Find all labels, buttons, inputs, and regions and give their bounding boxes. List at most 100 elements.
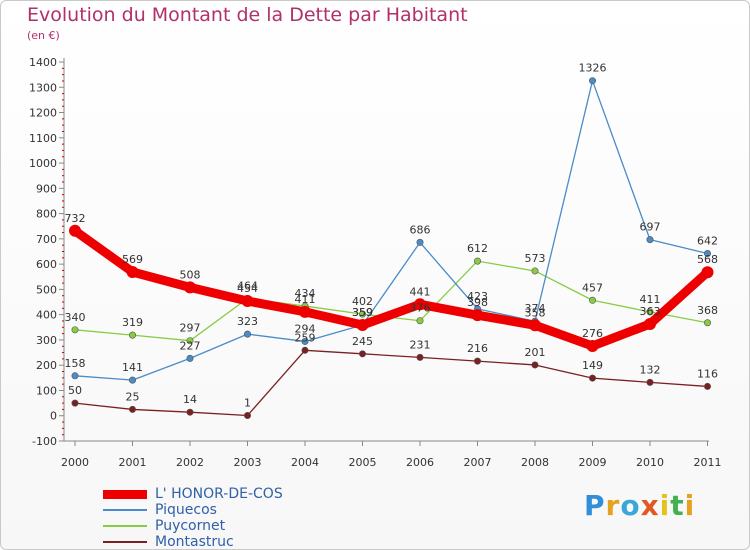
- data-point: [414, 298, 426, 311]
- data-label: 457: [582, 281, 603, 294]
- data-label: 227: [180, 339, 201, 352]
- series-line-3: [74, 349, 709, 417]
- y-tick-label: 1100: [29, 132, 57, 145]
- data-point: [588, 296, 596, 304]
- data-point: [244, 411, 252, 419]
- x-tick-label: 2003: [234, 456, 262, 469]
- data-point: [529, 319, 541, 332]
- data-point: [241, 295, 254, 308]
- x-tick-label: 2002: [176, 456, 204, 469]
- brand-letter: o: [620, 489, 641, 522]
- y-tick-label: 100: [36, 384, 57, 397]
- y-tick-label: 900: [36, 182, 57, 195]
- data-point: [356, 319, 369, 332]
- y-tick-label: 300: [36, 334, 57, 347]
- data-point: [586, 339, 599, 352]
- y-tick-label: 0: [50, 410, 57, 423]
- x-tick-label: 2010: [636, 456, 664, 469]
- data-label: 201: [525, 346, 546, 359]
- data-point: [186, 354, 194, 362]
- data-point: [71, 372, 79, 380]
- data-point: [416, 353, 424, 361]
- data-point: [186, 337, 194, 345]
- y-tick-label: 600: [36, 258, 57, 271]
- data-point: [358, 310, 366, 318]
- data-point: [416, 317, 424, 325]
- data-point: [646, 236, 654, 244]
- data-label: 374: [525, 302, 546, 315]
- data-label: 216: [467, 342, 488, 355]
- data-label: 732: [65, 212, 86, 225]
- data-label: 508: [180, 268, 201, 281]
- data-label: 642: [697, 235, 718, 248]
- x-tick-label: 2004: [291, 456, 319, 469]
- legend-label: Puycornet: [155, 518, 226, 534]
- y-tick-label: 500: [36, 283, 57, 296]
- x-tick-label: 2000: [61, 456, 89, 469]
- data-label: 297: [180, 322, 201, 335]
- data-label: 573: [525, 252, 546, 265]
- x-tick-label: 2009: [579, 456, 607, 469]
- data-point: [703, 250, 711, 258]
- data-point: [126, 265, 139, 278]
- data-label: 398: [467, 296, 488, 309]
- y-tick-label: 1300: [29, 81, 57, 94]
- brand-letter: P: [584, 489, 606, 522]
- data-label: 569: [122, 253, 143, 266]
- data-label: 686: [410, 223, 431, 236]
- brand-letter: t: [670, 489, 685, 522]
- legend-swatch: [103, 509, 147, 511]
- y-tick-label: -100: [32, 435, 57, 448]
- data-label: 1326: [579, 62, 607, 75]
- data-point: [71, 326, 79, 334]
- data-label: 423: [467, 290, 488, 303]
- x-tick-label: 2001: [119, 456, 147, 469]
- data-label: 245: [352, 335, 373, 348]
- brand-letter: r: [605, 489, 621, 522]
- chart-subtitle: (en €): [27, 29, 60, 42]
- data-label: 359: [352, 306, 373, 319]
- data-label: 411: [295, 293, 316, 306]
- x-tick-label: 2011: [694, 456, 722, 469]
- x-tick-label: 2006: [406, 456, 434, 469]
- series-line-2: [74, 260, 709, 342]
- data-label: 368: [697, 304, 718, 317]
- y-tick-label: 200: [36, 359, 57, 372]
- data-point: [301, 346, 309, 354]
- data-label: 141: [122, 361, 143, 374]
- data-label: 464: [237, 279, 258, 292]
- legend-label: Piquecos: [155, 502, 217, 518]
- brand-logo: Proxiti: [584, 489, 695, 522]
- data-point: [588, 77, 596, 85]
- legend-label: Montastruc: [155, 534, 234, 550]
- data-point: [301, 337, 309, 345]
- data-label: 376: [410, 302, 431, 315]
- data-label: 612: [467, 242, 488, 255]
- data-label: 158: [65, 357, 86, 370]
- x-tick-label: 2007: [464, 456, 492, 469]
- legend-label: L' HONOR-DE-COS: [155, 486, 283, 502]
- data-point: [531, 267, 539, 275]
- y-tick-label: 800: [36, 208, 57, 221]
- data-point: [473, 257, 481, 265]
- data-label: 340: [65, 311, 86, 324]
- data-label: 1: [244, 396, 251, 409]
- data-point: [69, 224, 81, 237]
- data-point: [416, 238, 424, 246]
- legend-swatch: [103, 541, 147, 543]
- legend-swatch: [103, 525, 147, 527]
- data-label: 363: [640, 305, 661, 318]
- y-tick-label: 400: [36, 309, 57, 322]
- data-point: [299, 305, 311, 318]
- data-point: [473, 357, 481, 365]
- data-label: 697: [640, 221, 661, 234]
- brand-letter: i: [659, 489, 671, 522]
- data-label: 116: [697, 367, 718, 380]
- data-point: [129, 405, 137, 413]
- y-tick-label: 1400: [29, 56, 57, 69]
- data-label: 294: [295, 322, 316, 335]
- x-tick-label: 2008: [521, 456, 549, 469]
- data-label: 25: [126, 390, 140, 403]
